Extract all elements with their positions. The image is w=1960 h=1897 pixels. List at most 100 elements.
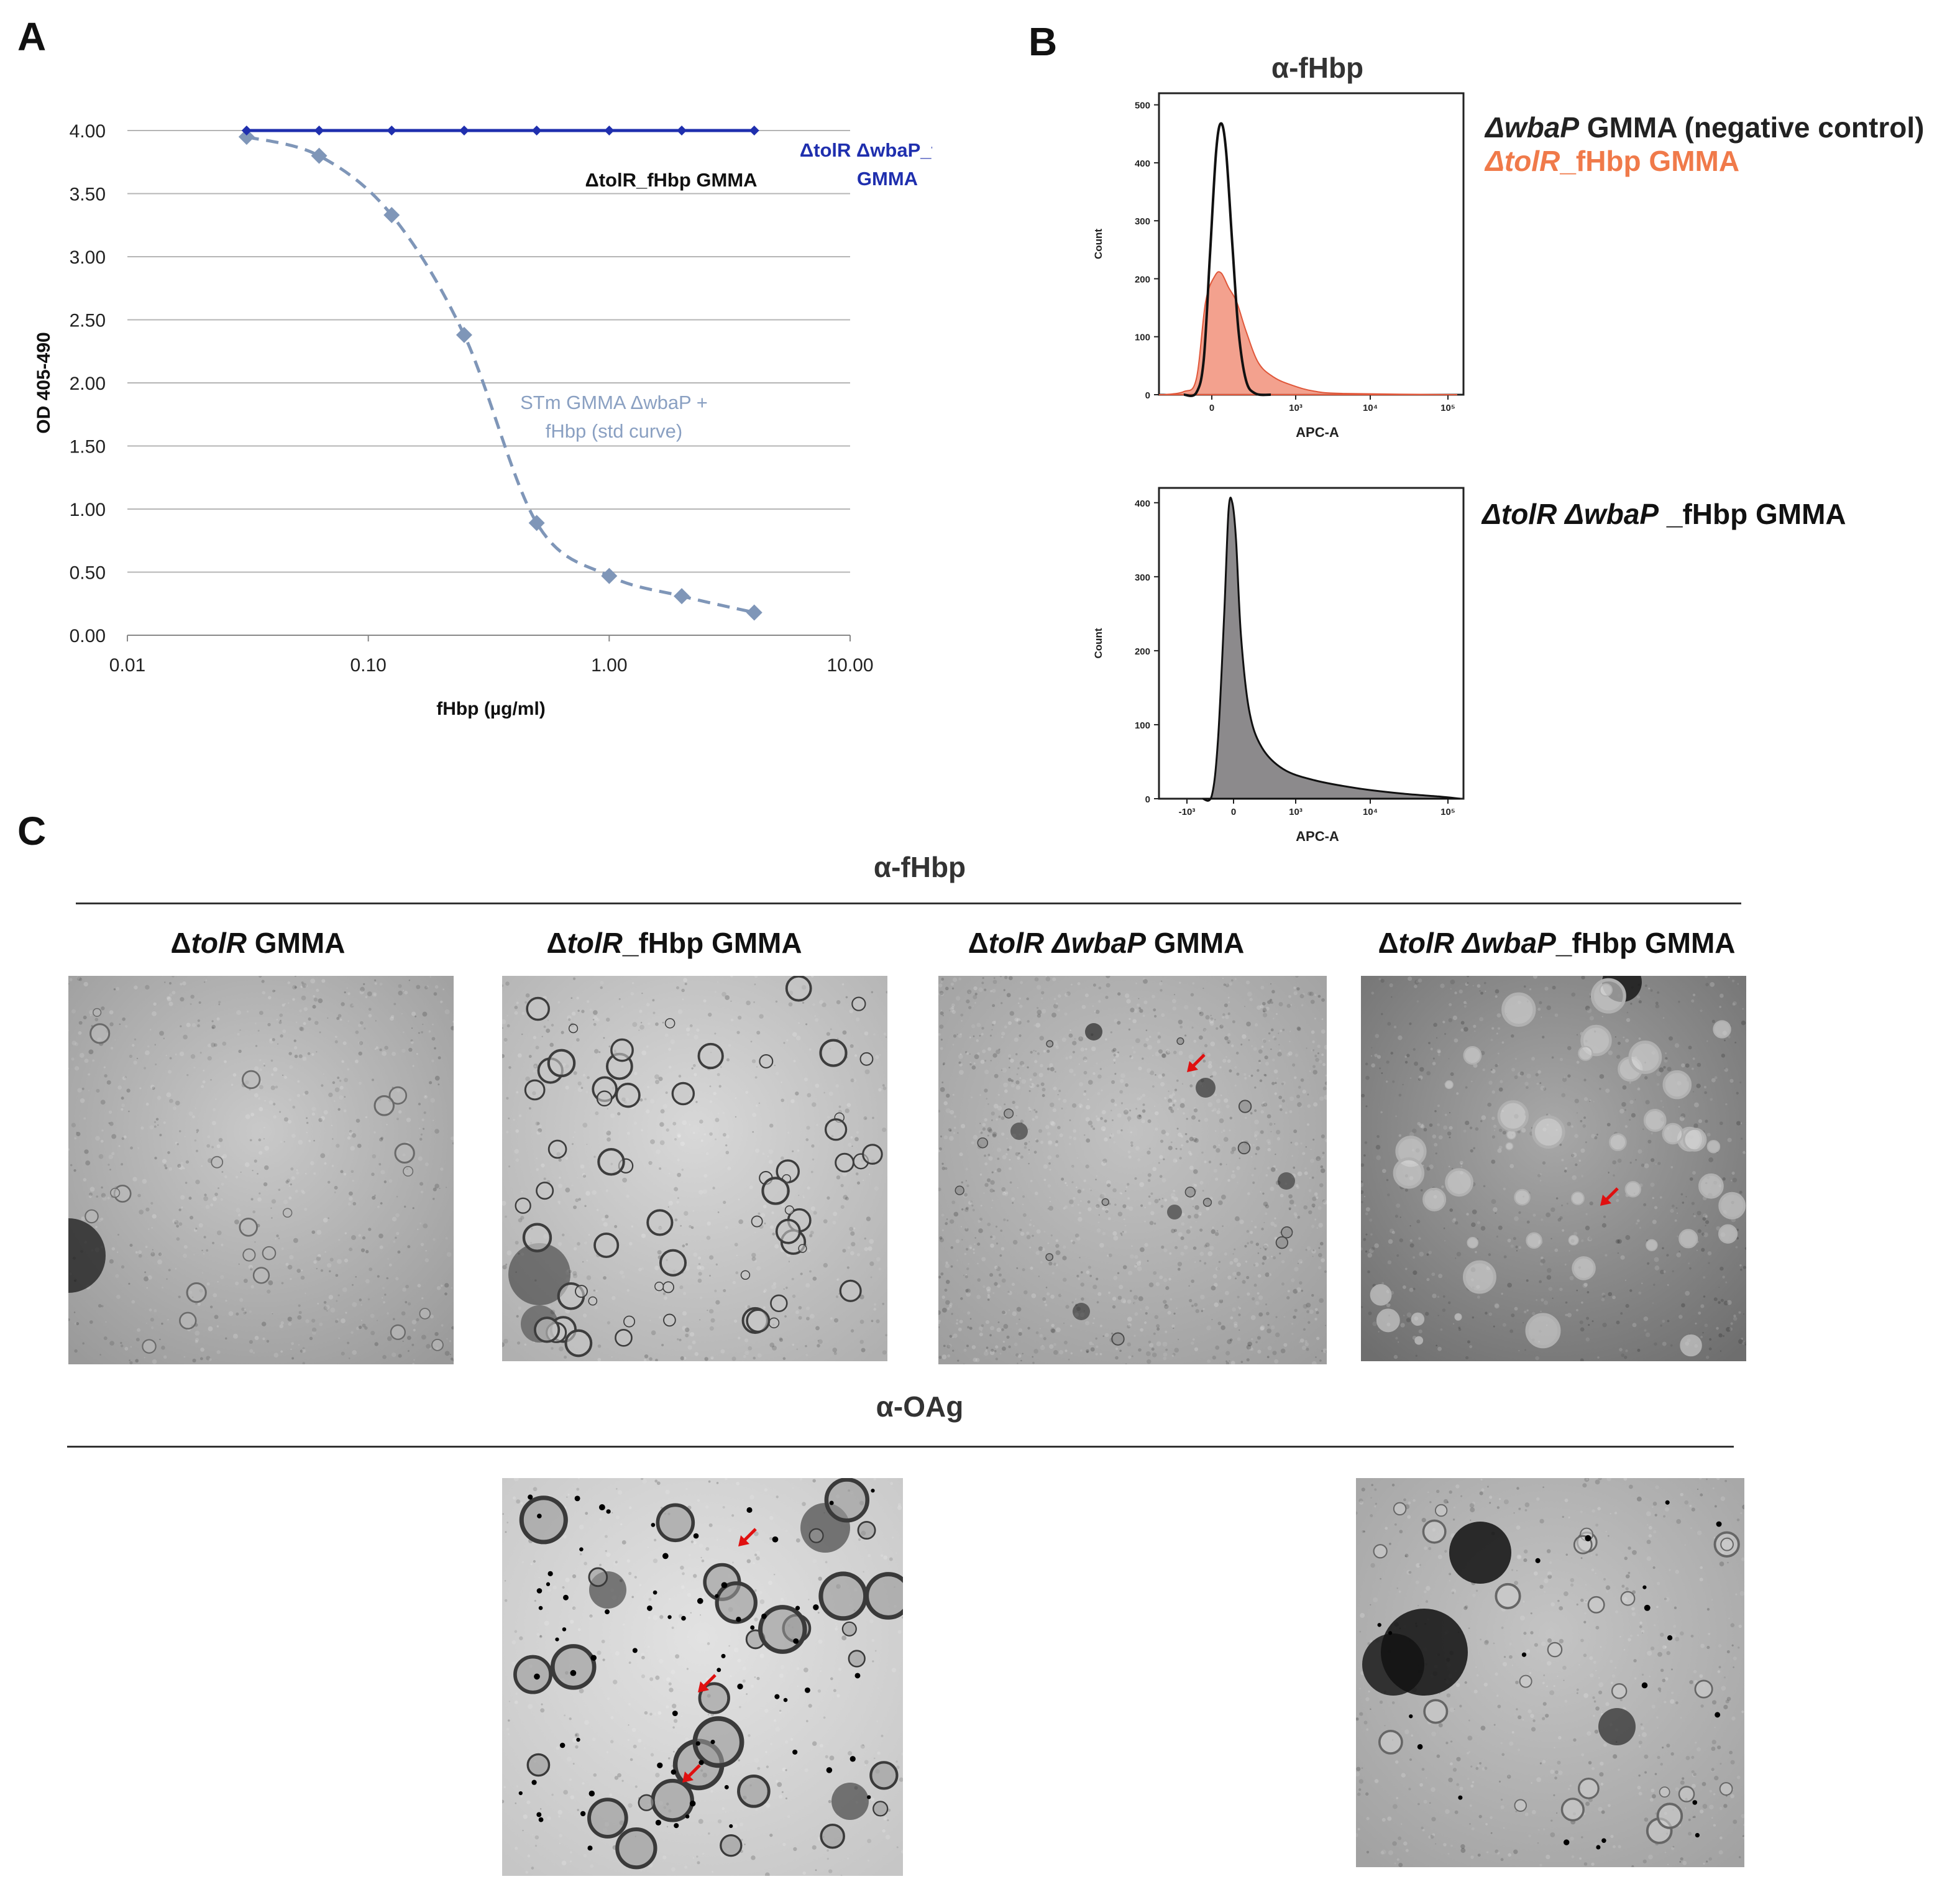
grain [85,1160,91,1166]
grain [1513,1237,1516,1241]
grain [1599,1088,1601,1090]
grain [104,1074,108,1078]
grain [780,1597,784,1602]
grain [604,1535,608,1538]
grain [351,1284,354,1286]
grain [605,1189,608,1192]
grain [1024,1146,1027,1149]
grain [364,1027,366,1030]
grain [204,1193,207,1197]
grain [1048,1205,1054,1211]
grain [1270,1167,1276,1172]
grain [1260,1130,1264,1134]
grain [1551,1056,1554,1059]
grain [1498,1087,1503,1092]
grain [169,981,172,985]
grain [1444,1032,1447,1036]
grain [201,1272,204,1274]
vesicle [615,1328,633,1347]
grain [1359,1688,1361,1690]
grain [1650,989,1653,992]
grain [631,1596,634,1599]
grain [1315,1057,1319,1062]
grain [1406,1312,1412,1318]
y-tick-label: 2.00 [70,374,106,394]
grain [1152,1054,1154,1057]
grain [341,1002,345,1006]
gold-particle [655,1819,661,1826]
grain [145,1246,148,1248]
grain [1172,1103,1175,1107]
grain [374,979,377,981]
grain [764,1222,766,1224]
grain [1200,1294,1205,1300]
grain [1181,1083,1184,1085]
grain [148,1228,150,1230]
grain [986,1289,991,1293]
grain [1059,1350,1064,1355]
grain [959,1063,963,1067]
grain [792,1487,794,1489]
grain [1122,1300,1127,1303]
grain [278,1188,281,1191]
grain [1283,1343,1288,1347]
grain [1391,996,1393,998]
grain [352,1302,357,1307]
grain [1006,1219,1009,1222]
grain [228,1311,234,1316]
grain [806,1316,810,1321]
grain [1634,1099,1636,1101]
grain [964,1252,967,1256]
negative-control-histogram [1183,122,1271,397]
grain [282,1074,284,1076]
grain [1518,1072,1523,1077]
grain [774,1244,779,1249]
grain [818,1639,823,1644]
grain [856,1181,861,1185]
grain [1272,1036,1276,1039]
grain [1053,1042,1059,1048]
grain [1147,1045,1152,1050]
grain [961,1208,964,1211]
grain [1560,1204,1564,1206]
grain [420,1242,424,1246]
grain [988,1156,993,1161]
grain [835,1295,839,1298]
grain [845,1108,849,1113]
grain [1163,1248,1168,1252]
grain [634,1072,638,1075]
grain [1206,1325,1211,1331]
grain [1319,1060,1322,1063]
grain [882,1350,887,1355]
grain [536,1131,541,1135]
grain [1523,1322,1524,1324]
grain [641,1674,646,1679]
grain [938,1356,942,1359]
vesicle [848,1650,866,1668]
grain [1145,1312,1148,1315]
grain [769,1515,774,1520]
grain [1311,1203,1316,1208]
grain [1361,1182,1364,1187]
grain [1250,1112,1253,1114]
grain [574,1131,576,1133]
grain [1165,1050,1171,1055]
vesicle [1176,1037,1184,1045]
grain [968,1263,969,1265]
grain [698,1272,702,1276]
grain [384,1045,388,1050]
grain [1160,1082,1165,1086]
grain [1602,1323,1607,1328]
grain [383,1301,385,1304]
grain [1057,1094,1059,1096]
grain [1194,1107,1196,1109]
grain [186,1022,191,1027]
grain [506,1131,509,1134]
grain [379,1245,383,1249]
grain [1272,1017,1275,1020]
grain [1163,1158,1165,1160]
grain [655,1675,660,1680]
grain [1112,1231,1117,1236]
grain [1169,1252,1172,1255]
grain [733,1824,738,1829]
